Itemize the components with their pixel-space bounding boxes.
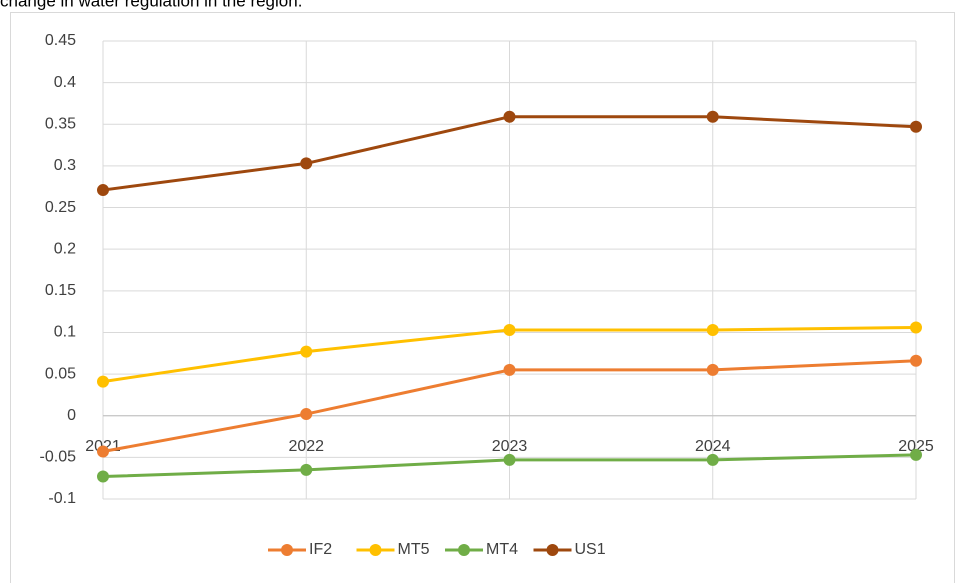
data-point xyxy=(503,323,516,336)
chart-frame xyxy=(10,12,955,583)
y-tick-label: -0.05 xyxy=(40,449,77,466)
data-point xyxy=(503,453,516,466)
legend-marker xyxy=(281,544,293,556)
y-tick-label: 0.1 xyxy=(54,324,76,341)
legend-marker xyxy=(546,544,559,556)
data-point xyxy=(300,408,313,421)
y-tick-label: 0.05 xyxy=(45,365,76,382)
legend-label: MT5 xyxy=(398,541,430,558)
x-tick-label: 2023 xyxy=(492,438,528,455)
y-tick-label: 0.2 xyxy=(54,240,76,257)
data-point xyxy=(97,470,109,483)
x-tick-label: 2025 xyxy=(898,438,934,455)
y-tick-label: 0.15 xyxy=(45,282,76,299)
data-point xyxy=(503,363,516,376)
x-tick-label: 2024 xyxy=(695,438,731,455)
data-point xyxy=(706,323,719,336)
y-tick-label: 0.3 xyxy=(54,157,76,174)
data-point xyxy=(910,448,922,461)
data-point xyxy=(300,157,313,170)
y-tick-label: 0.45 xyxy=(45,32,76,49)
legend-label: MT4 xyxy=(486,541,518,558)
data-point xyxy=(97,445,109,458)
y-tick-label: 0.35 xyxy=(45,115,76,132)
legend-marker xyxy=(369,544,382,556)
data-point xyxy=(910,120,922,133)
legend-label: US1 xyxy=(575,541,606,558)
y-tick-label: 0.25 xyxy=(45,199,76,216)
data-point xyxy=(910,321,922,334)
data-point xyxy=(300,345,313,358)
data-point xyxy=(706,110,719,123)
y-tick-label: 0.4 xyxy=(54,74,76,91)
legend-label: IF2 xyxy=(309,541,332,558)
data-point xyxy=(300,463,313,476)
data-point xyxy=(910,354,922,367)
data-point xyxy=(706,453,719,466)
x-tick-label: 2022 xyxy=(288,438,324,455)
data-point xyxy=(97,184,109,197)
caption: change in water regulation in the region… xyxy=(0,0,302,10)
legend-marker xyxy=(458,544,470,556)
data-point xyxy=(97,375,109,388)
data-point xyxy=(503,110,516,123)
y-tick-label: 0 xyxy=(67,407,76,424)
data-point xyxy=(706,363,719,376)
y-tick-label: -0.1 xyxy=(48,490,76,507)
